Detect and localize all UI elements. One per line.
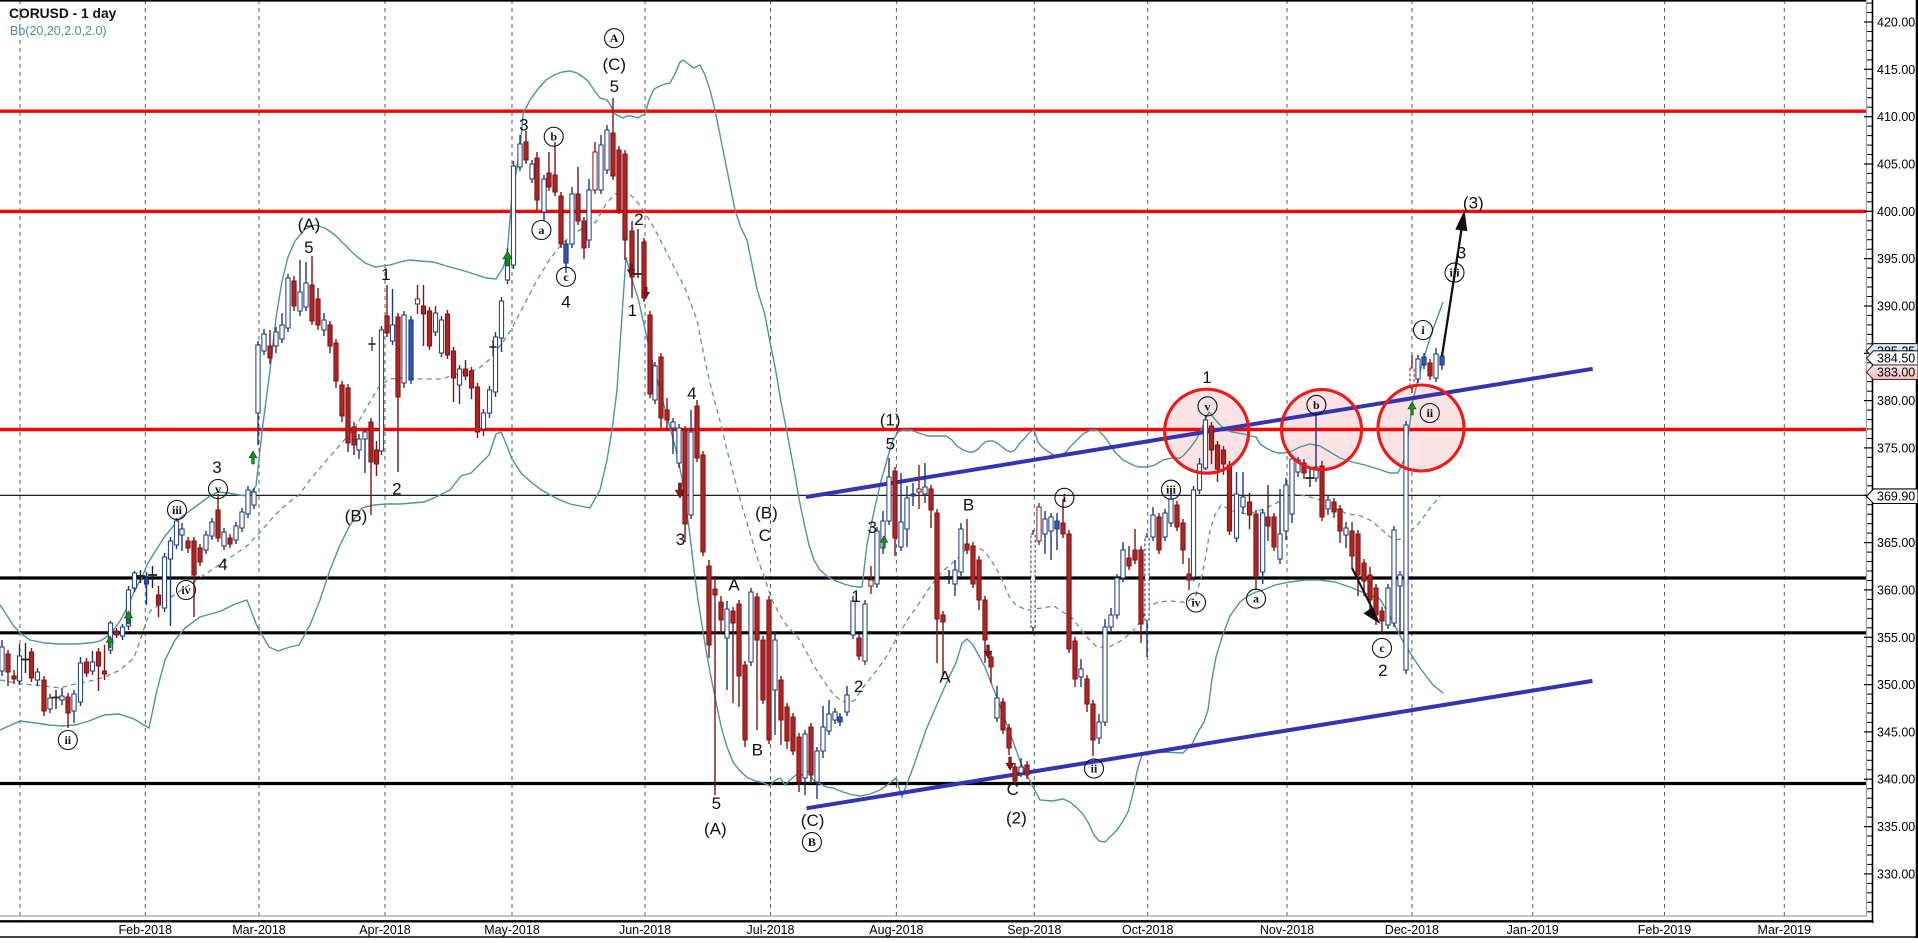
svg-text:5: 5 — [610, 77, 619, 96]
svg-text:3: 3 — [519, 116, 528, 135]
svg-text:4: 4 — [561, 293, 570, 312]
svg-text:CORUSD - 1 day: CORUSD - 1 day — [9, 6, 117, 21]
svg-text:Aug-2018: Aug-2018 — [869, 923, 923, 937]
svg-text:1: 1 — [381, 265, 390, 284]
svg-text:2: 2 — [634, 210, 643, 229]
svg-text:2: 2 — [854, 677, 863, 696]
svg-text:b: b — [1313, 398, 1320, 412]
svg-text:B: B — [963, 496, 974, 515]
svg-text:b: b — [550, 130, 557, 144]
svg-text:Apr-2018: Apr-2018 — [359, 923, 410, 937]
svg-text:384.50: 384.50 — [1877, 352, 1915, 366]
svg-text:C: C — [759, 526, 771, 545]
svg-text:Oct-2018: Oct-2018 — [1122, 923, 1173, 937]
svg-text:415.00: 415.00 — [1877, 63, 1915, 77]
svg-text:ii: ii — [1091, 762, 1098, 776]
svg-text:(C): (C) — [602, 55, 626, 74]
svg-text:5: 5 — [712, 794, 721, 813]
svg-text:B: B — [808, 835, 816, 849]
svg-text:Sep-2018: Sep-2018 — [1007, 923, 1061, 937]
svg-text:Dec-2018: Dec-2018 — [1385, 923, 1439, 937]
svg-text:(A): (A) — [704, 819, 727, 838]
svg-text:Bb(20,20,2.0,2.0): Bb(20,20,2.0,2.0) — [10, 24, 107, 38]
svg-text:355.00: 355.00 — [1877, 631, 1915, 645]
svg-text:(2): (2) — [1006, 808, 1027, 827]
svg-text:Feb-2018: Feb-2018 — [119, 923, 173, 937]
svg-text:May-2018: May-2018 — [484, 923, 540, 937]
svg-text:iv: iv — [181, 583, 190, 597]
svg-text:335.00: 335.00 — [1877, 820, 1915, 834]
svg-text:Mar-2018: Mar-2018 — [232, 923, 286, 937]
svg-text:360.00: 360.00 — [1877, 583, 1915, 597]
svg-text:380.00: 380.00 — [1877, 394, 1915, 408]
svg-text:v: v — [1205, 399, 1211, 413]
svg-text:(B): (B) — [755, 503, 778, 522]
svg-text:4: 4 — [687, 384, 696, 403]
svg-text:(3): (3) — [1463, 193, 1484, 212]
svg-text:400.00: 400.00 — [1877, 205, 1915, 219]
svg-text:i: i — [1063, 491, 1067, 505]
svg-text:(C): (C) — [801, 811, 825, 830]
svg-text:420.00: 420.00 — [1877, 16, 1915, 30]
svg-text:A: A — [728, 575, 740, 594]
svg-text:365.00: 365.00 — [1877, 536, 1915, 550]
svg-text:iii: iii — [172, 503, 183, 517]
svg-text:ii: ii — [1426, 406, 1433, 420]
svg-text:iii: iii — [1166, 483, 1177, 497]
svg-text:4: 4 — [218, 555, 227, 574]
svg-text:iv: iv — [1191, 596, 1200, 610]
svg-text:350.00: 350.00 — [1877, 678, 1915, 692]
svg-text:2: 2 — [392, 480, 401, 499]
svg-text:(A): (A) — [298, 215, 321, 234]
svg-text:3: 3 — [676, 530, 685, 549]
svg-text:A: A — [939, 668, 951, 687]
svg-text:5: 5 — [304, 238, 313, 257]
svg-text:3: 3 — [1457, 244, 1466, 263]
svg-text:C: C — [1007, 780, 1019, 799]
svg-text:395.00: 395.00 — [1877, 252, 1915, 266]
svg-text:Jul-2018: Jul-2018 — [747, 923, 795, 937]
svg-text:5: 5 — [886, 434, 895, 453]
svg-text:383.00: 383.00 — [1877, 366, 1915, 380]
svg-text:345.00: 345.00 — [1877, 725, 1915, 739]
svg-text:410.00: 410.00 — [1877, 110, 1915, 124]
svg-text:330.00: 330.00 — [1877, 867, 1915, 881]
svg-text:3: 3 — [212, 458, 221, 477]
svg-text:375.00: 375.00 — [1877, 441, 1915, 455]
svg-text:2: 2 — [1378, 661, 1387, 680]
svg-text:v: v — [215, 482, 221, 496]
svg-text:ii: ii — [64, 733, 71, 747]
svg-text:B: B — [752, 740, 763, 759]
svg-text:Jan-2019: Jan-2019 — [1507, 923, 1559, 937]
svg-text:i: i — [1421, 323, 1425, 337]
svg-text:iii: iii — [1449, 266, 1460, 280]
svg-text:Nov-2018: Nov-2018 — [1260, 923, 1314, 937]
svg-text:Mar-2019: Mar-2019 — [1758, 923, 1812, 937]
svg-text:1: 1 — [851, 587, 860, 606]
svg-text:(1): (1) — [880, 410, 901, 429]
svg-text:3: 3 — [867, 518, 876, 537]
svg-text:a: a — [1253, 592, 1259, 606]
svg-text:1: 1 — [628, 301, 637, 320]
svg-text:c: c — [563, 270, 569, 284]
svg-text:Feb-2019: Feb-2019 — [1638, 923, 1692, 937]
svg-text:340.00: 340.00 — [1877, 773, 1915, 787]
svg-text:A: A — [610, 31, 619, 45]
svg-text:(B): (B) — [345, 507, 368, 526]
svg-text:c: c — [1379, 641, 1385, 655]
svg-text:a: a — [538, 223, 544, 237]
svg-text:Jun-2018: Jun-2018 — [619, 923, 671, 937]
svg-text:369.90: 369.90 — [1877, 490, 1915, 504]
svg-text:390.00: 390.00 — [1877, 300, 1915, 314]
svg-text:1: 1 — [1202, 368, 1211, 387]
svg-text:405.00: 405.00 — [1877, 158, 1915, 172]
